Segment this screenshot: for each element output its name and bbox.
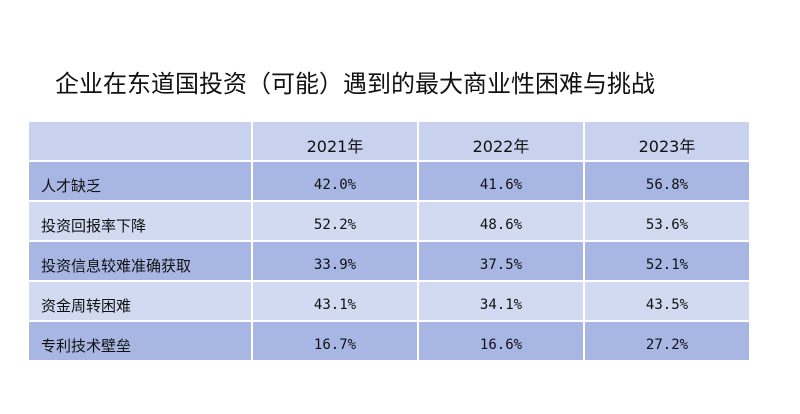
header-cell-2021: 2021年 — [251, 122, 417, 160]
row-label: 投资回报率下降 — [41, 216, 147, 235]
row-label: 专利技术壁垒 — [41, 336, 132, 355]
data-table: 2021年 2022年 2023年 人才缺乏 42.0% 41.6% 56.8%… — [28, 121, 750, 361]
value-cell: 27.2% — [583, 322, 749, 360]
value-cell: 16.7% — [251, 322, 417, 360]
row-label: 资金周转困难 — [41, 296, 132, 315]
value-cell: 48.6% — [417, 202, 583, 240]
value-cell: 37.5% — [417, 242, 583, 280]
value-cell: 43.1% — [251, 282, 417, 320]
value-cell: 56.8% — [583, 162, 749, 200]
value-cell: 52.1% — [583, 242, 749, 280]
table-row: 资金周转困难 43.1% 34.1% 43.5% — [29, 280, 749, 320]
table-header-row: 2021年 2022年 2023年 — [29, 122, 749, 160]
header-cell-2022: 2022年 — [417, 122, 583, 160]
value-cell: 33.9% — [251, 242, 417, 280]
table-row: 人才缺乏 42.0% 41.6% 56.8% — [29, 160, 749, 200]
header-cell-2023: 2023年 — [583, 122, 749, 160]
value-cell: 52.2% — [251, 202, 417, 240]
row-label: 人才缺乏 — [41, 176, 102, 195]
row-label: 投资信息较难准确获取 — [41, 256, 192, 275]
value-cell: 34.1% — [417, 282, 583, 320]
table-row: 投资回报率下降 52.2% 48.6% 53.6% — [29, 200, 749, 240]
table-row: 投资信息较难准确获取 33.9% 37.5% 52.1% — [29, 240, 749, 280]
table-row: 专利技术壁垒 16.7% 16.6% 27.2% — [29, 320, 749, 360]
table-title: 企业在东道国投资（可能）遇到的最大商业性困难与挑战 — [55, 70, 655, 98]
value-cell: 42.0% — [251, 162, 417, 200]
value-cell: 16.6% — [417, 322, 583, 360]
header-cell-empty — [29, 122, 251, 160]
value-cell: 53.6% — [583, 202, 749, 240]
value-cell: 41.6% — [417, 162, 583, 200]
value-cell: 43.5% — [583, 282, 749, 320]
